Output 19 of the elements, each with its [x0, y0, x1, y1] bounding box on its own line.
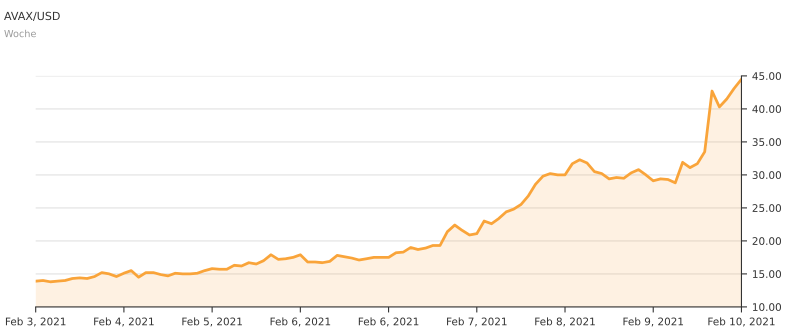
x-tick-label: Feb 6, 2021	[358, 317, 418, 326]
y-tick-label: 20.00	[752, 237, 781, 246]
y-tick-label: 25.00	[752, 204, 781, 212]
y-tick-label: 10.00	[753, 303, 781, 312]
x-tick-label: Feb 7, 2021	[447, 317, 507, 326]
y-tick-label: 45.00	[752, 72, 781, 80]
y-tick-label: 15.00	[753, 270, 781, 278]
x-tick-label: Feb 9, 2021	[624, 317, 684, 326]
x-tick-label: Feb 3, 2021	[6, 317, 66, 326]
chart-title: AVAX/USD	[4, 12, 60, 22]
x-tick-label: Feb 4, 2021	[94, 317, 154, 326]
x-tick-label: Feb 8, 2021	[535, 317, 595, 326]
x-tick-label: Feb 6, 2021	[270, 317, 330, 326]
y-tick-label: 30.00	[752, 171, 781, 180]
y-tick-label: 35.00	[752, 138, 781, 146]
chart-subtitle: Woche	[4, 30, 36, 38]
x-tick-label: Feb 5, 2021	[182, 317, 242, 326]
y-tick-label: 40.00	[752, 105, 781, 114]
x-tick-label: Feb 10, 2021	[708, 317, 775, 326]
